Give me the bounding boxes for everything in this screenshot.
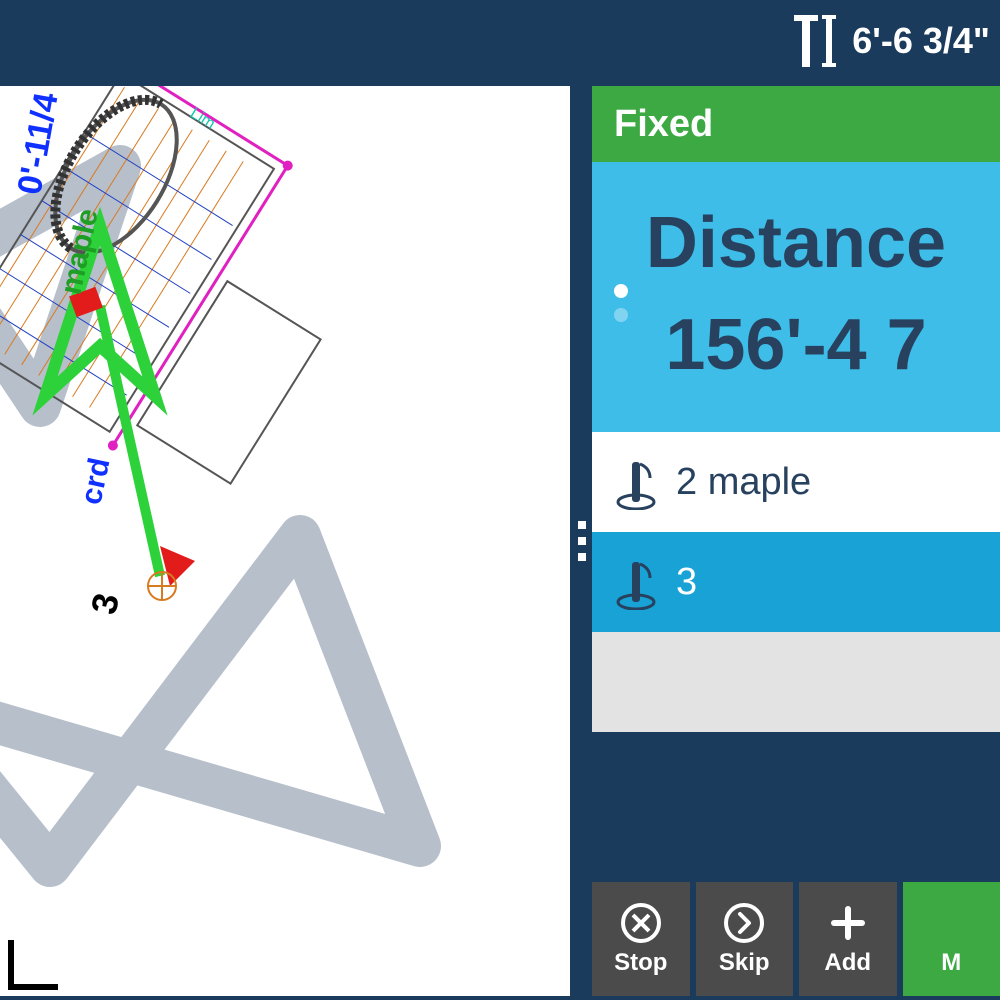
card-pager[interactable] (614, 284, 628, 322)
point-label-crd: crd (75, 455, 117, 508)
panel-resize-handle[interactable] (575, 517, 589, 565)
stake-point-icon (614, 454, 658, 510)
point-row-label: 3 (676, 561, 697, 604)
point-row-label: 2 maple (676, 461, 811, 504)
skip-button-label: Skip (719, 949, 770, 977)
point-row-empty (592, 632, 1000, 732)
stakeout-panel: Fixed Distance 156'-4 7 2 maple (592, 86, 1000, 996)
distance-title-label: Distance (602, 202, 990, 284)
survey-pole-icon (786, 11, 842, 71)
svg-text:Lim: Lim (187, 105, 218, 133)
stop-icon (619, 901, 663, 945)
map-drawing[interactable]: Lim 0'-11/4 maple crd (0, 86, 570, 996)
distance-value: 156'-4 7 (602, 304, 990, 386)
skip-button[interactable]: Skip (696, 882, 794, 996)
panel-header: Fixed (592, 86, 1000, 162)
add-button-label: Add (824, 949, 871, 977)
add-button[interactable]: Add (799, 882, 897, 996)
stop-button-label: Stop (614, 949, 667, 977)
crop-mark-icon (8, 940, 58, 990)
stake-point-icon (614, 554, 658, 610)
distance-card[interactable]: Distance 156'-4 7 (592, 162, 1000, 432)
main-content: Lim 0'-11/4 maple crd (0, 82, 1000, 1000)
pole-height-value: 6'-6 3/4" (852, 20, 990, 62)
measure-button-label: M (941, 949, 961, 977)
action-button-bar: Stop Skip Add M (592, 882, 1000, 996)
point-row-0[interactable]: 2 maple (592, 432, 1000, 532)
top-bar: 6'-6 3/4" (0, 0, 1000, 82)
measure-button[interactable]: M (903, 882, 1000, 996)
pager-dot-active[interactable] (614, 284, 628, 298)
point-label-3: 3 (83, 590, 127, 618)
stop-button[interactable]: Stop (592, 882, 690, 996)
plus-icon (826, 901, 870, 945)
point-row-1[interactable]: 3 (592, 532, 1000, 632)
map-canvas[interactable]: Lim 0'-11/4 maple crd (0, 86, 570, 996)
panel-mode-label: Fixed (614, 103, 713, 146)
skip-icon (722, 901, 766, 945)
pole-height-readout: 6'-6 3/4" (786, 11, 990, 71)
pager-dot-inactive[interactable] (614, 308, 628, 322)
